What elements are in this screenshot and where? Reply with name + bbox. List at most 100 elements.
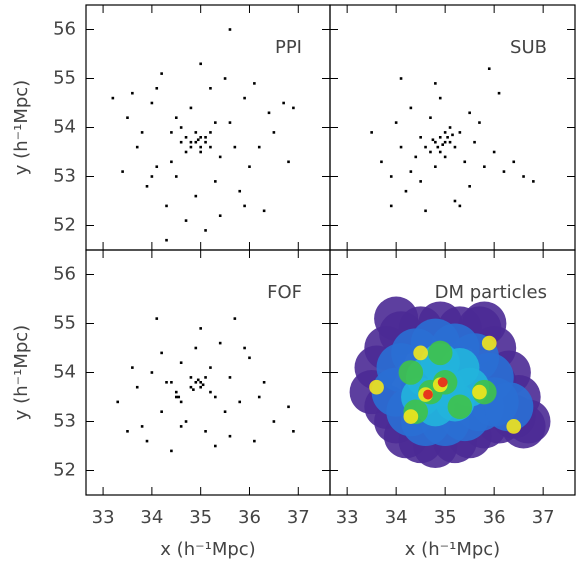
point — [174, 175, 178, 178]
x-tick-label: 36 — [483, 507, 506, 528]
density-blob — [484, 382, 534, 432]
point — [140, 425, 144, 428]
point — [189, 145, 193, 149]
panel: 52 53 54 55 56 PPI y (h⁻¹Mpc) — [11, 4, 331, 251]
point — [424, 145, 427, 149]
point — [429, 150, 432, 154]
density-blob — [423, 389, 433, 400]
point — [214, 180, 217, 183]
point — [155, 317, 159, 320]
point — [160, 72, 163, 75]
y-tick-label: 54 — [53, 117, 76, 138]
point — [218, 155, 222, 159]
plot-area — [349, 296, 551, 469]
x-tick-label: 34 — [385, 507, 408, 528]
density-blob — [447, 394, 473, 420]
point — [399, 145, 403, 149]
point — [458, 204, 462, 208]
point — [135, 145, 139, 149]
panel-label: FOF — [267, 282, 302, 303]
point — [272, 131, 276, 134]
point — [111, 96, 115, 100]
point — [243, 346, 246, 350]
point — [287, 405, 290, 409]
point — [199, 145, 202, 149]
point — [126, 116, 129, 119]
point — [199, 381, 202, 384]
point — [409, 106, 413, 110]
point — [174, 395, 178, 399]
point — [194, 131, 198, 134]
density-blob — [472, 384, 487, 400]
y-tick-label: 55 — [53, 313, 76, 334]
y-tick-label: 52 — [53, 460, 76, 481]
point — [267, 111, 271, 115]
point — [370, 131, 373, 134]
point — [204, 229, 207, 232]
point — [446, 136, 449, 139]
point — [429, 116, 432, 119]
point — [434, 140, 437, 144]
point — [287, 160, 290, 164]
y-tick-label: 56 — [53, 264, 76, 285]
point — [218, 341, 222, 345]
point — [409, 170, 413, 173]
point — [214, 395, 217, 399]
x-tick-label: 37 — [287, 507, 310, 528]
point — [209, 390, 212, 394]
point — [194, 140, 198, 144]
point — [209, 131, 212, 134]
point — [170, 381, 173, 384]
point — [414, 155, 418, 159]
point — [179, 425, 183, 428]
point — [438, 150, 442, 154]
point — [253, 439, 256, 443]
point — [174, 390, 178, 394]
point — [253, 82, 256, 85]
panel: 33 34 35 36 37 52 53 54 55 56 FOF x (h⁻¹Mpc) y (h⁻¹M… — [11, 249, 331, 560]
point — [478, 121, 481, 124]
point — [196, 138, 200, 142]
point — [214, 121, 217, 124]
point — [204, 136, 207, 139]
point — [201, 383, 205, 387]
plot-area — [370, 67, 535, 213]
panel-label: DM particles — [435, 282, 547, 303]
point — [199, 62, 202, 66]
point — [196, 378, 200, 382]
point — [209, 366, 212, 369]
density-blob — [398, 360, 424, 385]
point — [262, 209, 266, 213]
point — [179, 140, 183, 144]
point — [257, 395, 261, 399]
point — [199, 327, 202, 330]
point — [399, 77, 403, 80]
panel-label: SUB — [510, 37, 547, 58]
point — [233, 145, 237, 149]
point — [165, 238, 168, 242]
point — [135, 385, 139, 389]
x-axis-label: x (h⁻¹Mpc) — [405, 539, 500, 560]
point — [438, 96, 442, 100]
point — [443, 131, 447, 134]
point — [116, 400, 120, 404]
y-tick-label: 53 — [53, 411, 76, 432]
point — [438, 136, 442, 139]
point — [468, 185, 471, 188]
point — [282, 101, 285, 105]
density-blob — [506, 419, 522, 434]
point — [189, 140, 193, 144]
point — [199, 385, 202, 389]
point — [497, 91, 501, 95]
point — [453, 199, 457, 203]
point — [170, 160, 173, 164]
point — [448, 126, 452, 129]
point — [292, 430, 295, 433]
point — [424, 209, 427, 213]
x-tick-label: 33 — [336, 507, 359, 528]
point — [160, 351, 163, 355]
y-tick-label: 52 — [53, 215, 76, 236]
point — [170, 131, 173, 134]
point — [487, 67, 491, 70]
